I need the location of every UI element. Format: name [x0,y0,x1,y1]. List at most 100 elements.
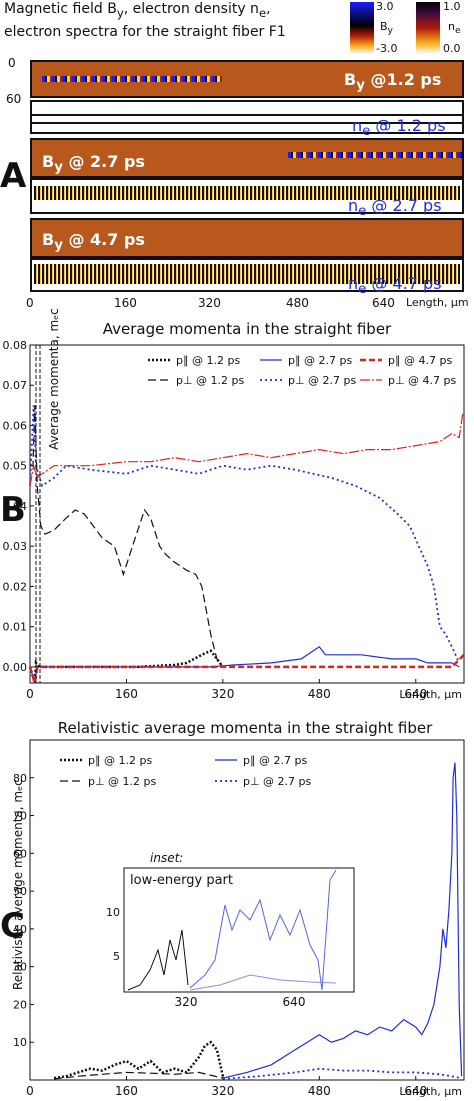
ne-colorbar-max: 1.0 [443,0,461,13]
panel-a-xtick-640: 640 [372,296,395,310]
panel-b-letter: B [0,490,26,530]
y-tick-label: 0.02 [3,580,28,593]
by-colorbar [350,2,374,54]
chart-title: Average momenta in the straight fiber [103,320,392,338]
ne-label-1: ne @ 1.2 ps [352,116,446,140]
x-axis-label: Length, μm [399,1085,462,1098]
x-tick-label: 0 [26,687,34,701]
legend-label-6: p⊥ @ 4.7 ps [388,374,457,387]
ne-colorbar-label: ne [448,20,461,37]
ne-label-3: ne @ 4.7 ps [348,274,442,298]
by-wave-2 [288,152,462,158]
by-strip-2: By @ 2.7 ps [30,138,464,178]
y-tick-label: 20 [13,998,27,1011]
legend-label-2: p⊥ @ 1.2 ps [88,775,157,788]
x-tick-label: 320 [211,687,234,701]
ne-colorbar [416,2,440,54]
y-tick-label: 0.01 [3,621,28,634]
inset-xtick-2: 640 [283,995,306,1009]
panel-a-xlabel: Length, μm [406,296,469,309]
y-tick-label: 0.05 [3,460,28,473]
x-tick-label: 640 [404,687,427,701]
y-axis-label: Relativistic average momenta, mₑc [11,779,25,990]
panel-a-xtick-0: 0 [26,296,34,310]
figure-header: Magnetic field By, electron density ne, … [4,1,286,40]
inset-xtick-1: 320 [175,995,198,1009]
y-tick-label: 50 [13,885,27,898]
y-tick-label: 0.00 [3,661,28,674]
legend-label-4: p⊥ @ 2.7 ps [288,374,357,387]
series-line-3 [222,762,463,1079]
x-tick-label: 640 [404,1084,427,1098]
panel-a-xtick-480: 480 [286,296,309,310]
panel-c-letter: C [0,906,25,946]
by-strip-3: By @ 4.7 ps [30,218,464,258]
series-line-1 [53,1040,225,1080]
legend-label-1: p∥ @ 1.2 ps [88,754,152,767]
inset-title: low-energy part [130,873,233,888]
x-axis-label: Length, μm [399,688,462,701]
chart-b: Average momenta in the straight fiber 0 16… [3,308,465,701]
inset-ytick-1: 5 [113,950,120,963]
y-tick-label: 0.08 [3,339,28,352]
series-line-2 [54,1071,224,1080]
y-tick-label: 30 [13,961,27,974]
x-tick-label: 480 [308,1084,331,1098]
x-tick-label: 0 [26,1084,34,1098]
series-line-4 [29,405,461,664]
ne-band-3 [34,264,460,284]
y-tick-label: 0.07 [3,379,28,392]
y-tick-label: 80 [13,772,27,785]
series-line-3 [29,645,460,684]
panel-a-ytick-0: 0 [8,56,16,70]
plot-frame [29,344,465,684]
inset-trace-blue-perp [189,974,337,991]
ne-strip-2: ne @ 2.7 ps [30,178,464,219]
x-tick-label: 480 [308,687,331,701]
ne-band-2 [34,186,460,200]
legend-label-1: p∥ @ 1.2 ps [176,354,240,367]
inset-frame [123,867,355,993]
ne-label-2: ne @ 2.7 ps [348,196,442,220]
y-tick-label: 0.04 [3,500,28,513]
panel-a-letter: A [0,156,27,196]
panel-a-xtick-320: 320 [198,296,221,310]
legend-label-5: p∥ @ 4.7 ps [388,354,452,367]
plot-frame [29,739,465,1081]
y-tick-label: 60 [13,847,27,860]
by-label-3: By @ 4.7 ps [42,230,145,254]
y-tick-label: 0.03 [3,540,28,553]
panel-a-xtick-160: 160 [114,296,137,310]
inset-ytick-2: 10 [106,906,120,919]
by-label-1: By @1.2 ps [344,70,442,94]
ne-strip-3: ne @ 4.7 ps [30,258,464,297]
by-colorbar-min: -3.0 [376,42,398,55]
y-tick-label: 40 [13,923,27,936]
y-tick-label: 0.06 [3,419,28,432]
inset-trace-blue [189,869,337,991]
series-line-4 [222,1067,462,1080]
by-colorbar-label: By [380,20,393,37]
legend-label-3: p∥ @ 2.7 ps [288,354,352,367]
chart-c: Relativistic average momenta in the stra… [11,719,465,1098]
inset-caption: inset: [150,851,183,865]
series-line-2 [30,405,224,668]
x-tick-label: 320 [211,1084,234,1098]
ne-strip-1: ne @ 1.2 ps [30,100,464,139]
x-tick-label: 160 [115,687,138,701]
by-wave-1 [42,76,222,82]
series-line-6 [29,413,464,486]
chart-title: Relativistic average momenta in the stra… [58,719,433,737]
ne-colorbar-min: 0.0 [443,42,461,55]
y-axis-label: Average momenta, mₑc [47,308,61,450]
legend-label-4: p⊥ @ 2.7 ps [243,775,312,788]
legend-label-2: p⊥ @ 1.2 ps [176,374,245,387]
y-tick-label: 70 [13,810,27,823]
legend-label-3: p∥ @ 2.7 ps [243,754,307,767]
y-tick-label: 10 [13,1036,27,1049]
x-tick-label: 160 [115,1084,138,1098]
by-label-2: By @ 2.7 ps [42,152,145,176]
panel-a-ytick-60: 60 [6,92,22,106]
by-strip-1: By @1.2 ps [30,60,464,98]
